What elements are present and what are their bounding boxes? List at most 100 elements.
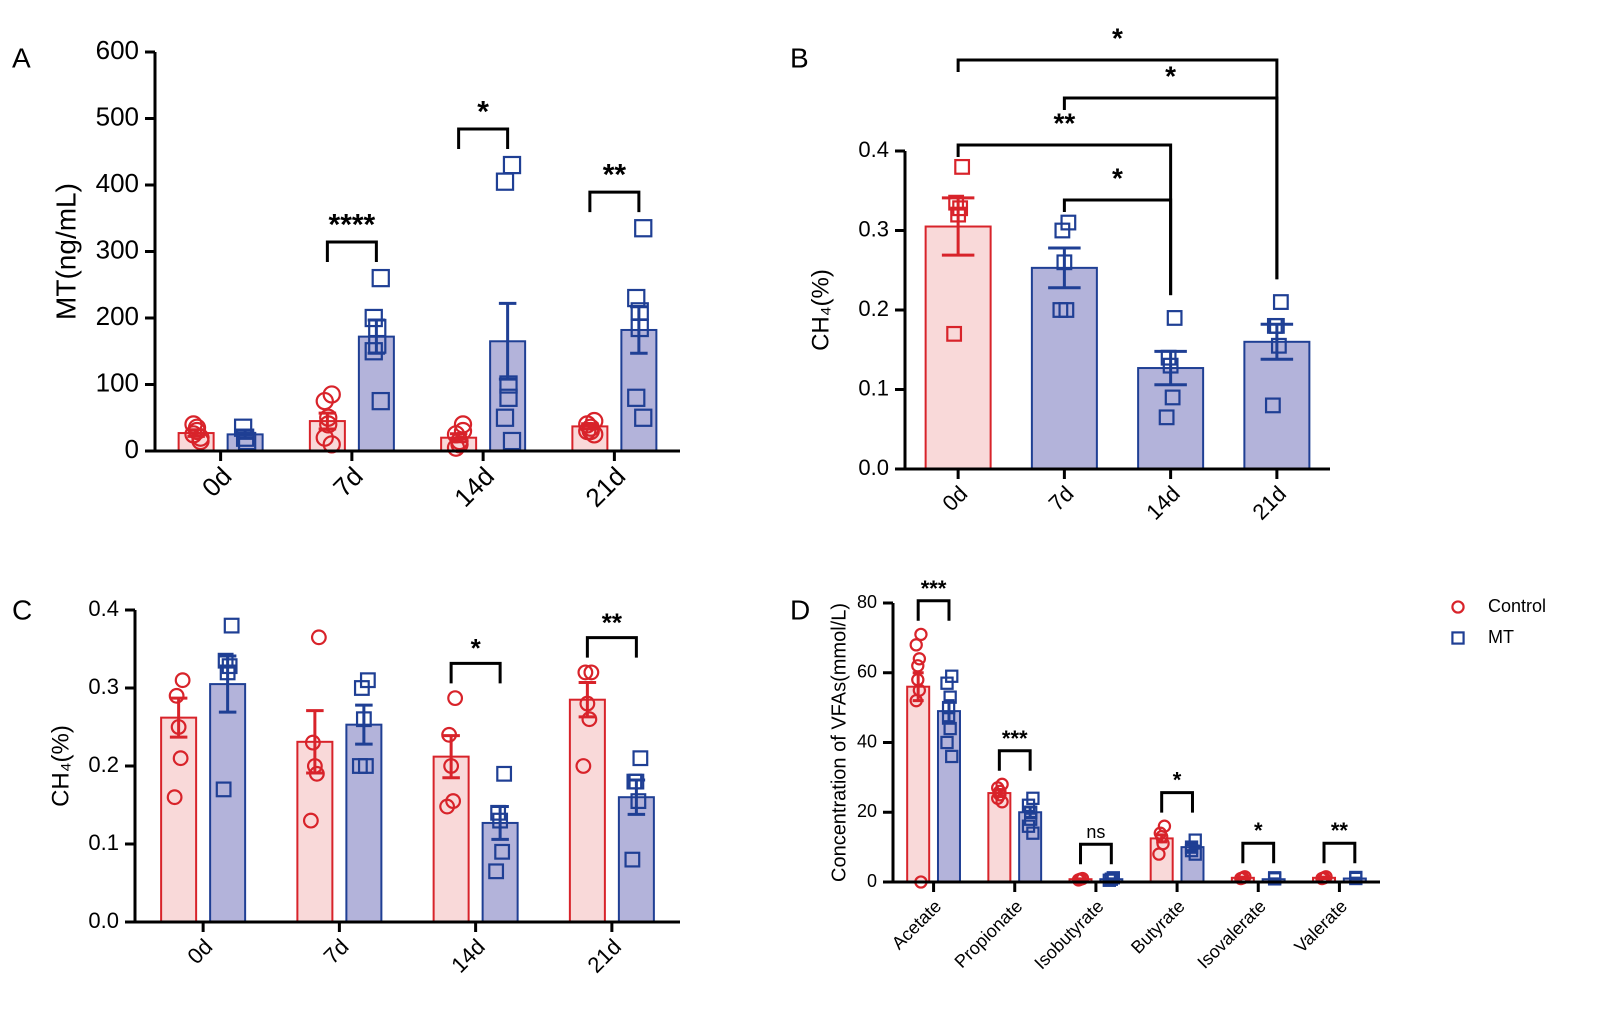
bar (209, 683, 247, 923)
y-tick-label: 0.1 (88, 830, 119, 855)
x-tick-label: 7d (327, 461, 369, 503)
data-point (315, 391, 334, 411)
data-point (945, 749, 959, 764)
y-tick-label: 0.4 (88, 596, 119, 621)
x-tick-label: Propionate (951, 896, 1027, 972)
data-point (502, 431, 522, 451)
data-point (1155, 829, 1169, 844)
data-point (302, 812, 319, 829)
x-tick-label: 7d (1044, 481, 1079, 516)
data-point (172, 750, 189, 767)
x-tick-label: 0d (196, 461, 238, 503)
y-tick-label: 0.2 (858, 296, 889, 321)
significance-bracket (916, 599, 951, 621)
y-tick-label: 100 (96, 367, 139, 397)
bar (924, 225, 992, 470)
data-point (502, 155, 522, 175)
data-point (948, 194, 965, 211)
data-point (940, 735, 954, 750)
data-point (351, 758, 368, 774)
x-tick-label: 0d (937, 481, 972, 516)
data-point (946, 325, 963, 342)
y-tick-label: 0.0 (88, 908, 119, 933)
data-point (909, 638, 923, 652)
data-point (634, 408, 653, 427)
y-tick-label: 0 (867, 871, 877, 891)
data-point (371, 268, 390, 288)
data-point (1024, 805, 1038, 819)
data-point (1026, 826, 1040, 840)
data-point (443, 758, 460, 774)
data-point (184, 415, 203, 434)
data-point (306, 758, 323, 774)
y-tick-label: 600 (96, 35, 139, 65)
data-point (1349, 871, 1363, 886)
data-point (439, 798, 456, 815)
data-point (627, 288, 646, 308)
data-point (368, 335, 387, 354)
x-tick-label: 21d (1247, 481, 1291, 525)
data-point (223, 617, 240, 634)
bar (568, 698, 606, 924)
data-point (630, 318, 649, 338)
bar (1243, 340, 1311, 470)
data-point (191, 431, 210, 451)
significance-label: * (1173, 768, 1182, 793)
data-point (310, 629, 327, 646)
data-point (632, 750, 649, 767)
data-point (911, 659, 925, 673)
y-tick-label: 0.1 (858, 375, 889, 400)
comparison-label: * (1112, 162, 1123, 193)
data-point (1052, 302, 1069, 318)
significance-bracket (1241, 841, 1276, 864)
data-point (495, 172, 515, 191)
data-point (1184, 843, 1199, 858)
data-point (1234, 871, 1248, 886)
y-tick-label: 500 (96, 101, 139, 131)
data-point (447, 690, 464, 707)
data-point (1158, 409, 1175, 426)
significance-bracket (1160, 791, 1194, 813)
y-tick-label: 0.0 (858, 455, 889, 480)
x-tick-label: 21d (579, 461, 631, 513)
data-point (353, 680, 370, 696)
data-point (585, 425, 604, 444)
data-point (634, 219, 653, 238)
data-point (492, 812, 509, 829)
data-point (1021, 798, 1036, 812)
x-tick-label: 14d (446, 934, 490, 978)
data-point (1054, 222, 1071, 239)
y-tick-label: 200 (96, 301, 139, 331)
error-bar (169, 696, 188, 739)
y-tick-label: 20 (857, 801, 877, 821)
data-point (496, 765, 513, 782)
data-point (1267, 872, 1282, 886)
significance-bracket (997, 749, 1032, 771)
data-point (499, 375, 518, 394)
data-point (499, 388, 518, 407)
data-point (170, 719, 187, 735)
data-point (453, 421, 473, 441)
data-point (627, 388, 646, 407)
data-point (1024, 812, 1038, 826)
y-axis-label: Concentration of VFAs(mmol/L) (828, 603, 850, 882)
comparison-label: * (1112, 22, 1123, 53)
x-tick-label: 14d (1141, 481, 1185, 525)
data-point (441, 726, 458, 743)
data-point (488, 863, 505, 880)
data-point (168, 687, 185, 704)
data-point (364, 342, 383, 361)
x-tick-label: 0d (182, 934, 217, 969)
data-point (577, 664, 594, 681)
data-point (1102, 873, 1116, 887)
y-axis-label: CH₄(%) (47, 725, 74, 807)
panel-label: D (790, 594, 810, 625)
y-axis-label: MT(ng/mL) (50, 183, 81, 320)
data-point (1270, 337, 1287, 354)
significance-bracket (588, 190, 641, 213)
x-tick-label: Valerate (1290, 896, 1351, 957)
data-point (940, 676, 954, 690)
significance-bracket (585, 636, 638, 658)
data-point (575, 758, 592, 774)
legend-label: Control (1488, 596, 1546, 616)
